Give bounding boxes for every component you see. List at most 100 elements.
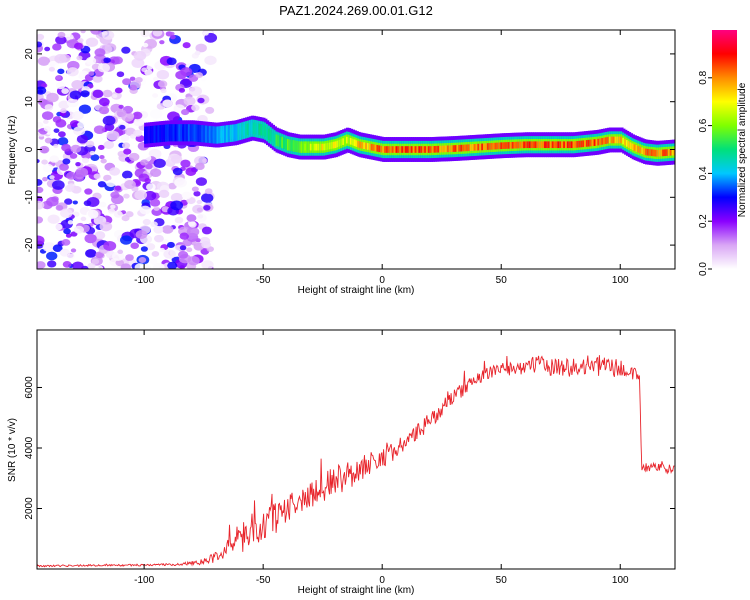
spectrogram-cell bbox=[405, 146, 409, 153]
spectrogram-cell bbox=[52, 244, 63, 252]
spectrogram-cell bbox=[475, 143, 479, 151]
spectrogram-cell bbox=[49, 155, 60, 163]
spectrogram-cell bbox=[133, 129, 143, 137]
spectrogram-cell bbox=[92, 89, 104, 98]
spectrogram-cell bbox=[384, 146, 388, 153]
spectrogram-cell bbox=[110, 191, 120, 199]
spectrogram-cell bbox=[243, 126, 247, 134]
spectrogram-cell bbox=[135, 230, 148, 240]
spectrogram-cell bbox=[325, 143, 329, 150]
y-tick-label: -10 bbox=[24, 190, 35, 205]
spectrogram-cell bbox=[140, 159, 149, 166]
spectrogram-cell bbox=[59, 248, 71, 257]
spectrogram-cell bbox=[149, 109, 163, 119]
spectrogram-cell bbox=[114, 185, 122, 191]
spectrogram-cell bbox=[89, 150, 96, 156]
spectrogram-cell bbox=[96, 265, 104, 269]
spectrogram-cell bbox=[406, 146, 411, 153]
spectrogram-cell bbox=[279, 138, 283, 146]
spectrogram-cell bbox=[203, 130, 207, 138]
spectrogram-cell bbox=[103, 240, 117, 251]
spectrogram-cell bbox=[157, 130, 161, 138]
colorbar-label: Normalized spectral amplitude bbox=[737, 82, 748, 217]
spectrogram-cell bbox=[149, 131, 154, 138]
spectrogram-cell bbox=[153, 206, 160, 211]
spectrogram-cell bbox=[129, 76, 136, 81]
spectrogram-cell bbox=[155, 130, 159, 138]
spectrogram-cell bbox=[504, 142, 508, 149]
spectrogram-cell bbox=[380, 145, 384, 153]
spectrogram-cell bbox=[117, 249, 124, 255]
spectrogram-cell bbox=[218, 131, 222, 139]
spectrogram-cell bbox=[372, 144, 376, 151]
spectrogram-cell bbox=[557, 141, 561, 149]
spectrogram-cell bbox=[125, 211, 134, 218]
spectrogram-cell bbox=[90, 30, 102, 35]
spectrogram-cell bbox=[188, 221, 197, 228]
spectrogram-cell bbox=[185, 167, 197, 176]
spectrogram-cell bbox=[170, 200, 184, 211]
spectrogram-cell bbox=[597, 138, 601, 146]
spectrogram-cell bbox=[669, 148, 674, 156]
spectrogram-cell bbox=[61, 239, 71, 246]
spectrogram-cell bbox=[184, 210, 192, 216]
spectrogram-cell bbox=[69, 153, 78, 159]
spectrogram-cell bbox=[172, 167, 183, 176]
spectrogram-cell bbox=[437, 145, 441, 153]
spectrogram-cell bbox=[614, 136, 618, 144]
spectrogram-cell bbox=[143, 190, 157, 201]
colorbar-tick-label: 0.2 bbox=[698, 214, 709, 228]
spectrogram-cell bbox=[114, 87, 123, 94]
spectrogram-cell bbox=[237, 128, 241, 136]
spectrogram-cell bbox=[146, 183, 156, 191]
spectrogram-cell bbox=[283, 139, 287, 147]
spectrogram-cell bbox=[460, 144, 464, 152]
spectrogram-cell bbox=[41, 111, 54, 120]
spectrogram-cell bbox=[74, 174, 84, 182]
spectrogram-cell bbox=[288, 141, 293, 149]
spectrogram-cell bbox=[599, 138, 603, 146]
spectrogram-cell bbox=[84, 233, 97, 244]
spectrogram-cell bbox=[643, 148, 647, 155]
spectrogram-cell bbox=[156, 69, 170, 80]
spectrogram-cell bbox=[648, 149, 653, 156]
spectrogram-cell bbox=[578, 140, 582, 148]
spectrogram-cell bbox=[170, 34, 176, 40]
spectrogram-cell bbox=[532, 141, 536, 149]
chart-title: PAZ1.2024.269.00.01.G12 bbox=[279, 3, 433, 18]
spectrogram-cell bbox=[193, 129, 197, 137]
spectrogram-cell bbox=[37, 56, 50, 66]
spectrogram-cell bbox=[321, 143, 325, 151]
spectrogram-cell bbox=[94, 48, 106, 57]
spectrogram-cell bbox=[72, 200, 78, 205]
spectrogram-cell bbox=[154, 234, 164, 243]
spectrogram-cell bbox=[129, 84, 138, 91]
spectrogram-cell bbox=[267, 130, 272, 138]
spectrogram-cell bbox=[326, 142, 331, 150]
spectrogram-cell bbox=[186, 247, 193, 253]
spectrogram-cell bbox=[63, 228, 71, 235]
spectrogram-cell bbox=[507, 142, 512, 149]
spectrogram-cell bbox=[98, 97, 110, 107]
spectrogram-cell bbox=[159, 130, 163, 137]
spectrogram-cell bbox=[277, 137, 281, 145]
spectrogram-cell bbox=[69, 90, 82, 100]
spectrogram-cell bbox=[37, 33, 45, 41]
spectrogram-cell bbox=[433, 146, 437, 153]
spectrogram-cell bbox=[85, 249, 97, 258]
spectrogram-cell bbox=[595, 139, 599, 146]
spectrogram-cell bbox=[70, 120, 80, 128]
spectrogram-cell bbox=[138, 257, 147, 263]
spectrogram-cell bbox=[494, 142, 498, 150]
spectrogram-cell bbox=[349, 137, 354, 145]
spectrogram-cell bbox=[97, 181, 107, 188]
spectrogram-cell bbox=[84, 188, 93, 195]
x-tick-label: -50 bbox=[256, 275, 271, 286]
spectrogram-cell bbox=[296, 143, 300, 150]
spectrogram-cell bbox=[103, 174, 112, 182]
spectrogram-cell bbox=[172, 129, 176, 137]
spectrogram-cell bbox=[304, 143, 308, 151]
spectrogram-cell bbox=[145, 163, 153, 170]
spectrogram-cell bbox=[53, 128, 60, 133]
